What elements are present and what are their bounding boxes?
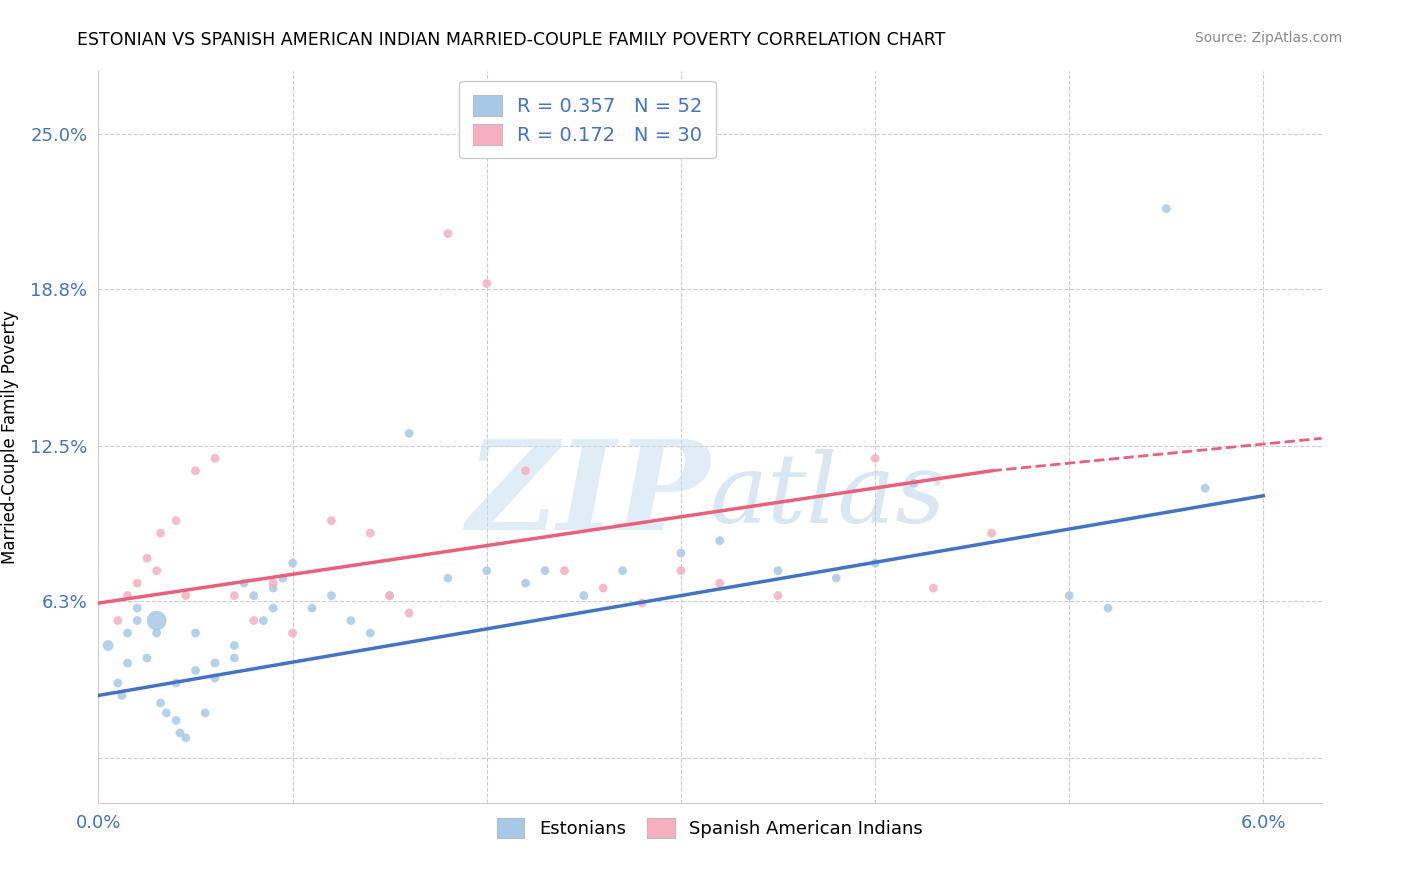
Point	[437, 571, 460, 585]
Point	[184, 626, 207, 640]
Point	[301, 601, 323, 615]
Y-axis label: Married-Couple Family Poverty: Married-Couple Family Poverty	[1, 310, 18, 564]
Point	[766, 564, 789, 578]
Point	[669, 546, 692, 560]
Point	[117, 656, 139, 670]
Point	[262, 601, 284, 615]
Point	[145, 614, 167, 628]
Point	[204, 656, 226, 670]
Point	[204, 451, 226, 466]
Point	[155, 706, 177, 720]
Point	[1194, 481, 1216, 495]
Point	[224, 651, 246, 665]
Point	[127, 614, 149, 628]
Point	[669, 564, 692, 578]
Point	[149, 526, 172, 541]
Point	[378, 589, 401, 603]
Point	[281, 626, 304, 640]
Text: ZIP: ZIP	[467, 434, 710, 557]
Point	[340, 614, 363, 628]
Point	[262, 576, 284, 591]
Point	[117, 589, 139, 603]
Point	[1057, 589, 1080, 603]
Text: atlas: atlas	[710, 449, 946, 542]
Point	[97, 639, 120, 653]
Point	[1097, 601, 1119, 615]
Point	[863, 556, 886, 570]
Point	[631, 596, 654, 610]
Point	[127, 576, 149, 591]
Point	[145, 564, 167, 578]
Point	[224, 589, 246, 603]
Point	[252, 614, 274, 628]
Point	[107, 676, 129, 690]
Point	[117, 626, 139, 640]
Text: Source: ZipAtlas.com: Source: ZipAtlas.com	[1195, 31, 1343, 45]
Point	[359, 626, 381, 640]
Point	[165, 714, 187, 728]
Point	[1156, 202, 1178, 216]
Point	[475, 277, 498, 291]
Point	[165, 514, 187, 528]
Point	[107, 614, 129, 628]
Point	[766, 589, 789, 603]
Point	[903, 476, 925, 491]
Point	[709, 533, 731, 548]
Point	[174, 731, 197, 745]
Point	[233, 576, 256, 591]
Point	[359, 526, 381, 541]
Point	[242, 589, 264, 603]
Point	[204, 671, 226, 685]
Point	[515, 464, 537, 478]
Point	[612, 564, 634, 578]
Point	[145, 626, 167, 640]
Point	[184, 664, 207, 678]
Point	[111, 689, 134, 703]
Point	[242, 614, 264, 628]
Point	[825, 571, 848, 585]
Point	[437, 227, 460, 241]
Point	[515, 576, 537, 591]
Point	[572, 589, 595, 603]
Point	[398, 606, 420, 620]
Point	[709, 576, 731, 591]
Point	[321, 589, 343, 603]
Point	[398, 426, 420, 441]
Point	[553, 564, 575, 578]
Point	[281, 556, 304, 570]
Point	[863, 451, 886, 466]
Point	[194, 706, 217, 720]
Point	[184, 464, 207, 478]
Point	[169, 726, 191, 740]
Point	[224, 639, 246, 653]
Legend: Estonians, Spanish American Indians: Estonians, Spanish American Indians	[491, 811, 929, 845]
Point	[980, 526, 1002, 541]
Point	[922, 581, 945, 595]
Point	[321, 514, 343, 528]
Point	[475, 564, 498, 578]
Point	[534, 564, 557, 578]
Text: ESTONIAN VS SPANISH AMERICAN INDIAN MARRIED-COUPLE FAMILY POVERTY CORRELATION CH: ESTONIAN VS SPANISH AMERICAN INDIAN MARR…	[77, 31, 946, 49]
Point	[165, 676, 187, 690]
Point	[136, 651, 159, 665]
Point	[378, 589, 401, 603]
Point	[592, 581, 614, 595]
Point	[262, 581, 284, 595]
Point	[174, 589, 197, 603]
Point	[127, 601, 149, 615]
Point	[136, 551, 159, 566]
Point	[149, 696, 172, 710]
Point	[271, 571, 294, 585]
